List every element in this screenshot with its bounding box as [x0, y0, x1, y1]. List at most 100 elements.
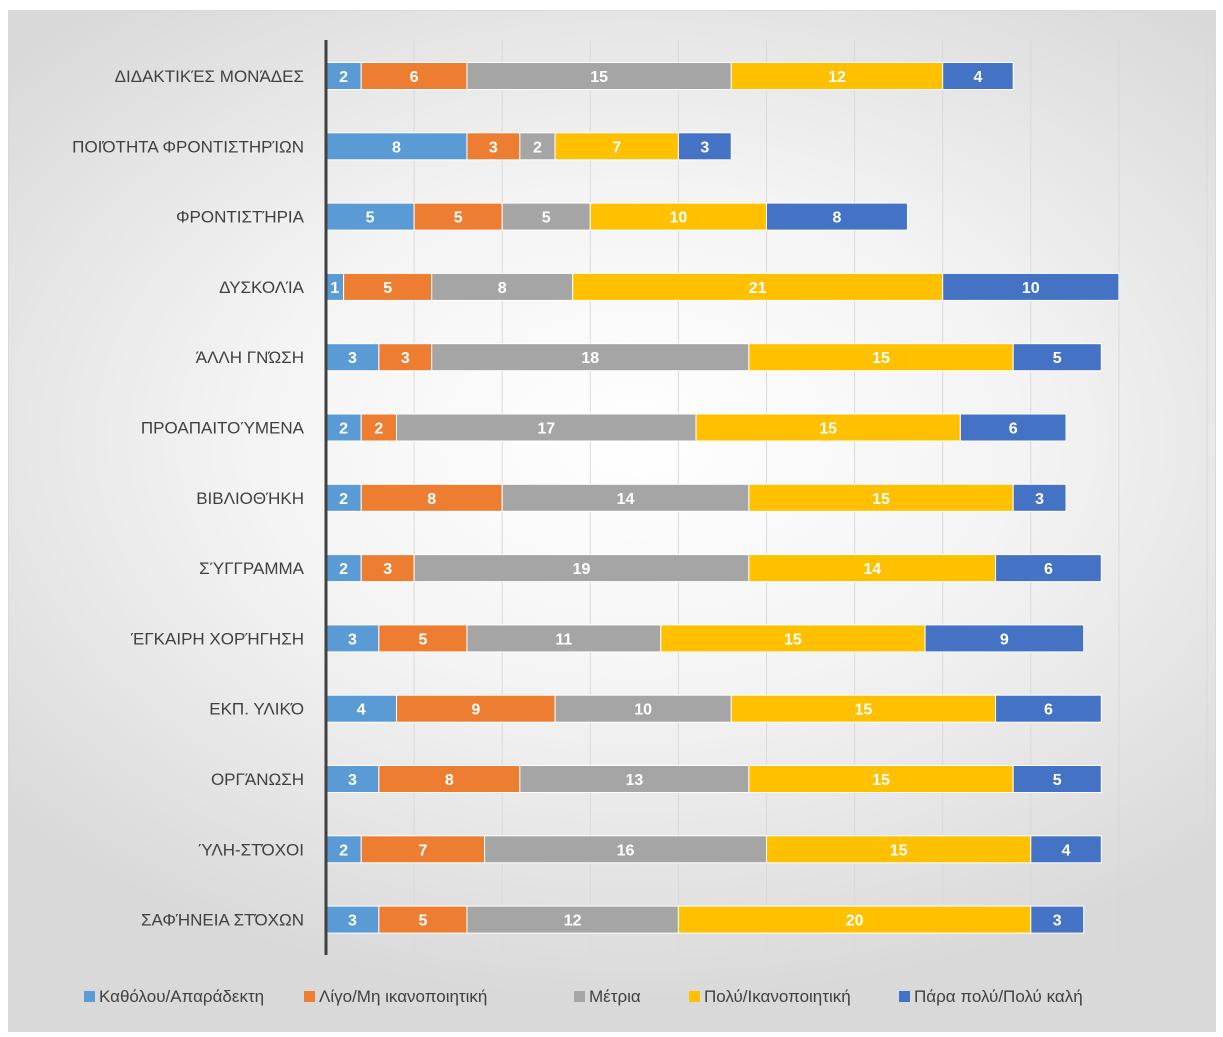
bar-segment	[360, 62, 468, 90]
data-label: 5	[418, 913, 427, 930]
data-label: 15	[872, 350, 890, 367]
bar-segment	[1012, 765, 1102, 793]
data-label: 4	[357, 702, 366, 719]
data-label: 6	[410, 69, 419, 86]
bar-segment	[484, 835, 767, 864]
legend-entry: Πολύ/Ικανοποιητική	[704, 987, 851, 1006]
legend-entry: Λίγο/Μη ικανοποιητική	[319, 987, 487, 1006]
data-label: 6	[1009, 421, 1018, 438]
bar-segment	[924, 624, 1085, 653]
bar-segment	[766, 835, 1032, 864]
bar-segment	[572, 272, 944, 301]
bar-segment	[501, 483, 750, 512]
bar-segment	[325, 202, 415, 231]
bar-segment	[730, 62, 944, 90]
bar-segment	[343, 272, 433, 301]
bar-segment	[325, 132, 468, 161]
bar-segment	[395, 694, 556, 723]
bar-segment	[325, 483, 362, 512]
data-label: 15	[872, 491, 890, 508]
bar-segment	[1030, 905, 1085, 934]
bar-segment	[677, 905, 1032, 934]
data-label: 14	[617, 491, 635, 508]
bar-segment	[360, 483, 503, 512]
data-label: 3	[1035, 491, 1044, 508]
data-label: 8	[498, 280, 507, 297]
bar-segment	[766, 202, 908, 231]
bar-segment	[589, 202, 767, 231]
data-label: 5	[383, 280, 392, 297]
category-label: ΒΙΒΛΙΟΘΉΚΗ	[196, 489, 304, 508]
data-label: 1	[330, 280, 339, 297]
bar-segment	[378, 343, 433, 372]
data-label: 10	[670, 210, 688, 227]
data-label: 2	[339, 421, 348, 438]
bar-segment	[501, 202, 591, 231]
data-label: 12	[828, 69, 846, 86]
bar-segment	[677, 132, 732, 161]
category-label: ΎΛΗ-ΣΤΌΧΟΙ	[198, 840, 304, 859]
category-label: ΕΚΠ. ΥΛΙΚΌ	[209, 700, 304, 719]
bar-segment	[325, 835, 362, 864]
data-label: 14	[863, 561, 881, 578]
data-label: 4	[973, 69, 982, 86]
bar-segment	[959, 413, 1067, 442]
bar-segment	[1012, 343, 1102, 372]
data-label: 2	[374, 421, 383, 438]
category-label: ΦΡΟΝΤΙΣΤΉΡΙΑ	[176, 208, 305, 227]
bar-segment	[466, 132, 521, 161]
bar-segment	[660, 624, 926, 653]
bar-segment	[554, 694, 732, 723]
legend-entry: Πάρα πολύ/Πολύ καλή	[914, 987, 1083, 1006]
bar-segment	[325, 765, 380, 793]
bar-segment	[995, 694, 1102, 723]
legend-entry: Καθόλου/Απαράδεκτη	[99, 987, 264, 1006]
bar-segment	[325, 905, 380, 934]
data-label: 3	[1053, 913, 1062, 930]
category-label: ΣΎΓΓΡΑΜΜΑ	[199, 559, 305, 578]
data-label: 11	[555, 631, 572, 648]
bar-segment	[466, 905, 679, 934]
data-label: 9	[471, 702, 480, 719]
bar-segment	[378, 765, 521, 793]
data-label: 3	[700, 139, 709, 156]
data-label: 7	[612, 139, 621, 156]
data-label: 5	[366, 210, 375, 227]
bar-segment	[1030, 835, 1102, 864]
data-label: 10	[1022, 280, 1040, 297]
bar-segment	[466, 62, 732, 90]
data-label: 5	[1053, 772, 1062, 789]
data-label: 19	[573, 561, 591, 578]
bar-segment	[554, 132, 679, 161]
data-label: 8	[427, 491, 436, 508]
legend-swatch	[574, 991, 585, 1002]
data-label: 3	[348, 913, 357, 930]
data-label: 2	[339, 842, 348, 859]
bar-segment	[413, 202, 503, 231]
bar-segment	[431, 272, 574, 301]
data-label: 20	[846, 913, 864, 930]
data-label: 2	[339, 491, 348, 508]
data-label: 18	[581, 350, 599, 367]
bar-segment	[748, 483, 1014, 512]
legend-swatch	[84, 991, 95, 1002]
category-label: ΈΓΚΑΙΡΗ ΧΟΡΉΓΗΣΗ	[130, 629, 304, 648]
bar-segment	[360, 554, 415, 583]
data-label: 15	[784, 631, 802, 648]
category-label: ΠΟΙΌΤΗΤΑ ΦΡΟΝΤΙΣΤΗΡΊΩΝ	[72, 137, 304, 156]
bar-segment	[748, 554, 997, 583]
data-label: 6	[1044, 561, 1053, 578]
data-label: 5	[1053, 350, 1062, 367]
bar-segment	[519, 765, 750, 793]
bar-segment	[942, 62, 1014, 90]
data-label: 5	[454, 210, 463, 227]
bar-segment	[748, 343, 1014, 372]
data-label: 9	[1000, 631, 1009, 648]
legend-swatch	[899, 991, 910, 1002]
data-label: 2	[339, 69, 348, 86]
data-label: 5	[542, 210, 551, 227]
legend-entry: Μέτρια	[589, 987, 641, 1006]
data-label: 3	[348, 631, 357, 648]
data-label: 2	[339, 561, 348, 578]
